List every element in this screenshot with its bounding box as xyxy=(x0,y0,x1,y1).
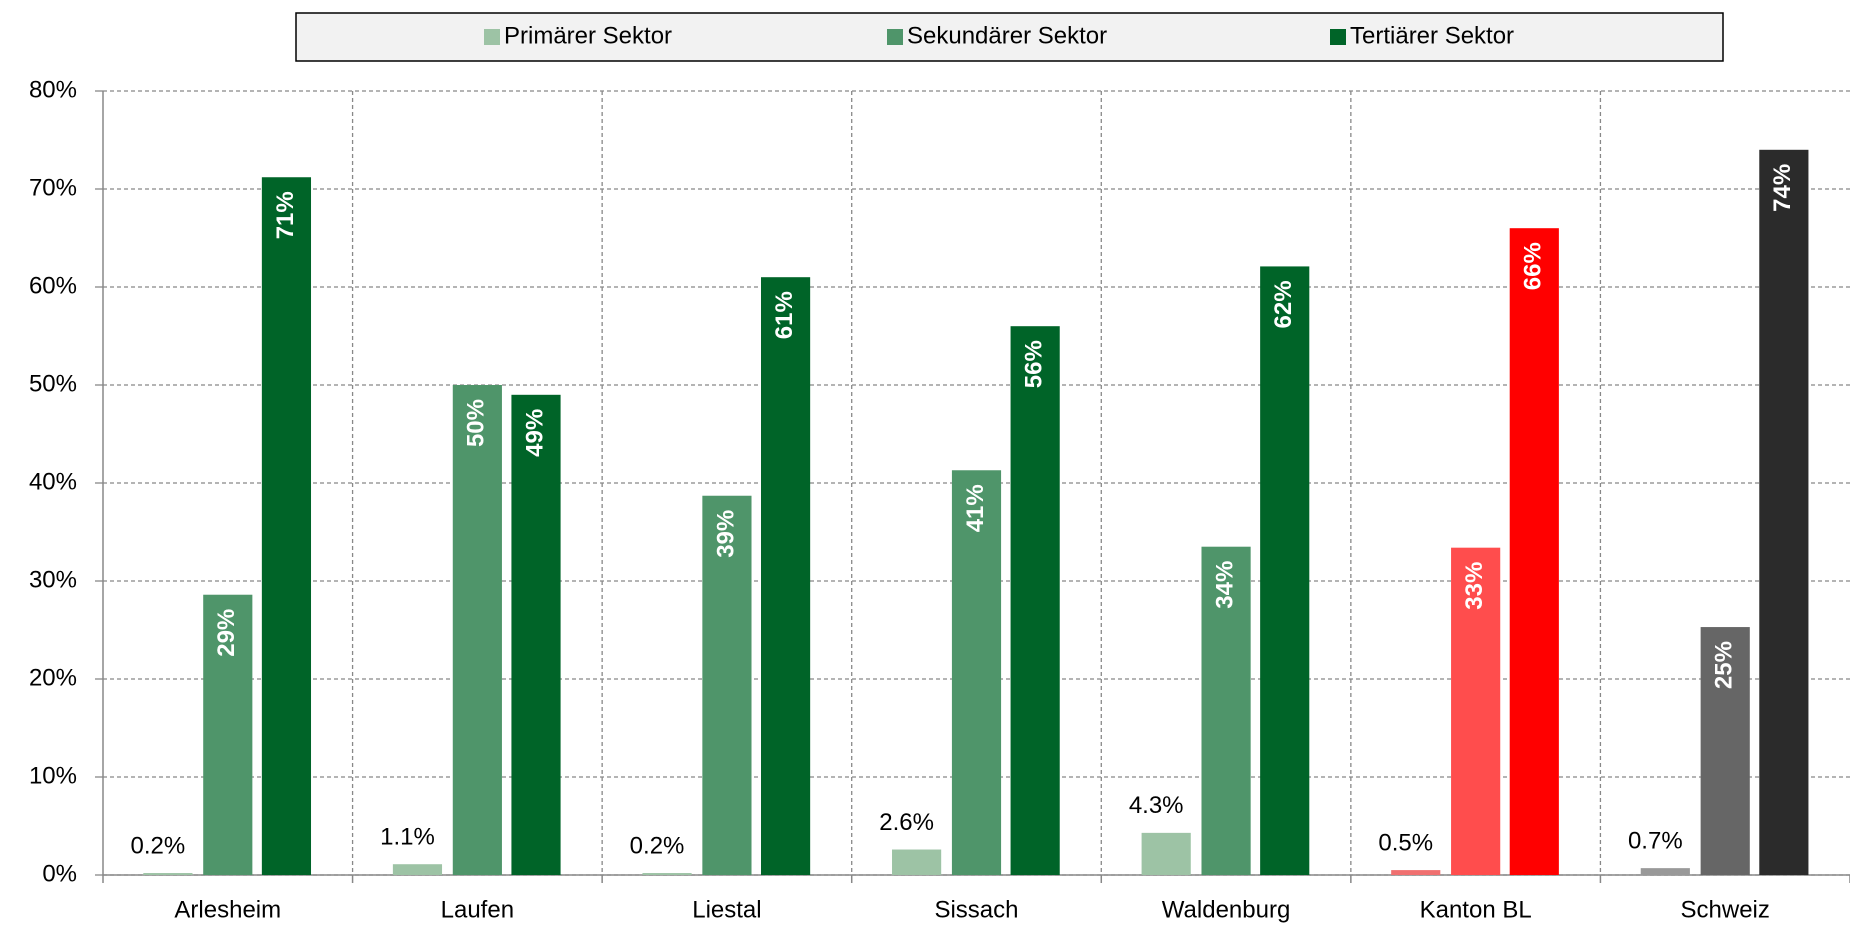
data-label: 61% xyxy=(771,291,798,339)
x-tick-label: Waldenburg xyxy=(1162,896,1291,923)
y-tick-label: 30% xyxy=(29,566,77,593)
bar xyxy=(892,849,942,875)
data-label: 0.2% xyxy=(630,832,685,859)
data-label: 74% xyxy=(1769,164,1796,212)
bar xyxy=(1759,149,1809,876)
y-tick-label: 10% xyxy=(29,762,77,789)
bar xyxy=(261,177,312,876)
y-tick-label: 0% xyxy=(42,860,77,887)
bar xyxy=(1391,870,1441,875)
bar xyxy=(760,277,811,875)
data-label: 34% xyxy=(1211,561,1238,609)
bar xyxy=(1700,627,1750,875)
data-label: 62% xyxy=(1270,280,1297,328)
y-tick-label: 40% xyxy=(29,468,77,495)
bar xyxy=(143,873,193,875)
data-label: 41% xyxy=(962,484,989,532)
legend-swatch xyxy=(484,29,500,45)
data-label: 50% xyxy=(463,399,490,447)
bar xyxy=(511,394,561,875)
bar xyxy=(1509,228,1559,875)
bar xyxy=(392,864,443,875)
y-tick-label: 60% xyxy=(29,272,77,299)
data-label: 56% xyxy=(1020,340,1047,388)
bar xyxy=(1141,832,1191,875)
y-tick-label: 80% xyxy=(29,76,77,103)
bar xyxy=(951,470,1002,875)
legend-label: Sekundärer Sektor xyxy=(907,22,1107,49)
data-label: 2.6% xyxy=(879,809,934,836)
data-label: 0.5% xyxy=(1378,829,1433,856)
data-label: 33% xyxy=(1461,562,1488,610)
data-label: 1.1% xyxy=(380,824,435,851)
bar xyxy=(1201,546,1251,875)
y-tick-label: 20% xyxy=(29,664,77,691)
x-tick-label: Kanton BL xyxy=(1420,896,1532,923)
data-label: 4.3% xyxy=(1129,792,1184,819)
legend-swatch xyxy=(1330,29,1346,45)
bar xyxy=(642,873,692,875)
data-label: 0.2% xyxy=(131,832,186,859)
data-label: 25% xyxy=(1711,641,1738,689)
y-tick-label: 70% xyxy=(29,174,77,201)
x-tick-label: Schweiz xyxy=(1681,896,1770,923)
data-label: 0.7% xyxy=(1628,827,1683,854)
bar xyxy=(203,594,253,875)
data-label: 71% xyxy=(272,191,299,239)
data-label: 39% xyxy=(712,510,739,558)
bar xyxy=(1640,868,1690,875)
y-tick-label: 50% xyxy=(29,370,77,397)
legend-box xyxy=(295,12,1724,62)
x-tick-label: Arlesheim xyxy=(174,896,281,923)
bar xyxy=(1260,266,1310,875)
x-tick-label: Sissach xyxy=(934,896,1018,923)
data-label: 29% xyxy=(213,609,240,657)
legend-swatch xyxy=(887,29,903,45)
x-tick-label: Laufen xyxy=(441,896,514,923)
x-tick-label: Liestal xyxy=(692,896,761,923)
bar xyxy=(702,495,752,875)
data-label: 49% xyxy=(521,409,548,457)
legend-label: Tertiärer Sektor xyxy=(1350,22,1514,49)
bar xyxy=(452,385,502,875)
bar xyxy=(1451,547,1501,875)
bar xyxy=(1010,326,1060,875)
data-label: 66% xyxy=(1520,242,1547,290)
legend-label: Primärer Sektor xyxy=(504,22,672,49)
